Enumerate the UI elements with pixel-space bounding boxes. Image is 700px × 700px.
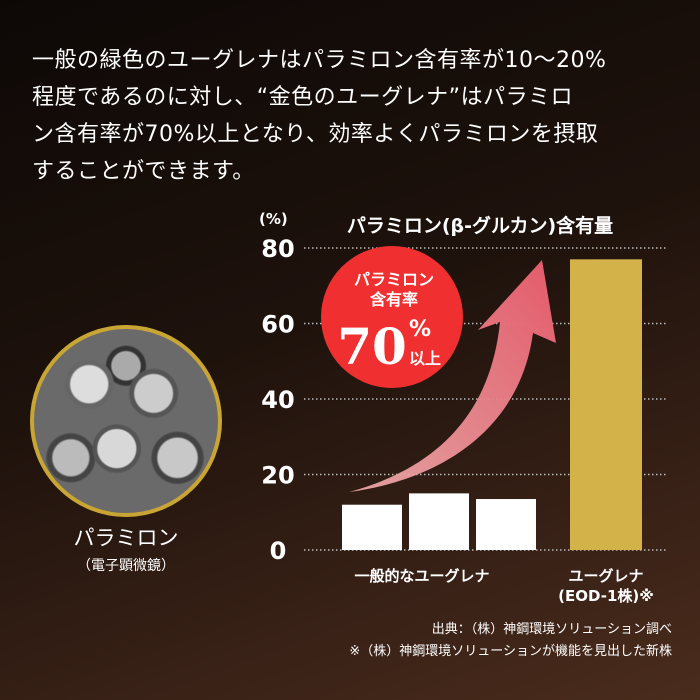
y-tick-label: 60 <box>261 311 294 339</box>
bar <box>342 504 402 550</box>
category-label-gold-strain: (EOD-1株)※ <box>558 587 654 605</box>
y-tick-label: 40 <box>261 386 294 414</box>
badge-suffix: 以上 <box>409 349 441 368</box>
y-axis-label: (%) <box>259 210 288 228</box>
intro-line: 程度であるのに対し、“金色のユーグレナ”はパラミロ <box>32 85 574 110</box>
badge-line2: 含有率 <box>370 290 418 309</box>
y-tick-label: 80 <box>261 235 294 263</box>
badge: パラミロン 含有率 70 % 以上 <box>321 246 463 388</box>
category-label-gold: ユーグレナ <box>568 567 643 585</box>
bar <box>409 493 469 550</box>
bar <box>476 499 536 550</box>
intro-line: 一般の緑色のユーグレナはパラミロン含有率が10〜20% <box>32 48 607 73</box>
y-tick-label: 0 <box>270 537 287 565</box>
category-label-general: 一般的なユーグレナ <box>354 567 489 585</box>
y-tick-label: 20 <box>261 462 294 490</box>
footnote: ※（株）神鋼環境ソリューションが機能を見出した新株 <box>349 644 672 659</box>
intro-line: することができます。 <box>32 159 255 184</box>
badge-circle <box>321 246 463 388</box>
chart-title: パラミロン(β-グルカン)含有量 <box>347 214 613 237</box>
increase-arrow <box>349 260 556 492</box>
badge-unit: % <box>409 317 431 342</box>
source-note: 出典：（株）神鋼環境ソリューション調べ <box>431 622 672 637</box>
intro-text: 一般の緑色のユーグレナはパラミロン含有率が10〜20% 程度であるのに対し、“金… <box>32 42 682 190</box>
intro-line: ン含有率が70%以上となり、効率よくパラミロンを摂取 <box>32 122 599 147</box>
badge-value: 70 <box>337 317 407 376</box>
photo-sublabel: （電子顕微鏡） <box>77 558 175 574</box>
photo-label: パラミロン <box>73 526 179 550</box>
bar <box>570 259 642 550</box>
badge-line1: パラミロン <box>354 270 434 289</box>
paramylon-microscope-photo <box>30 325 222 517</box>
